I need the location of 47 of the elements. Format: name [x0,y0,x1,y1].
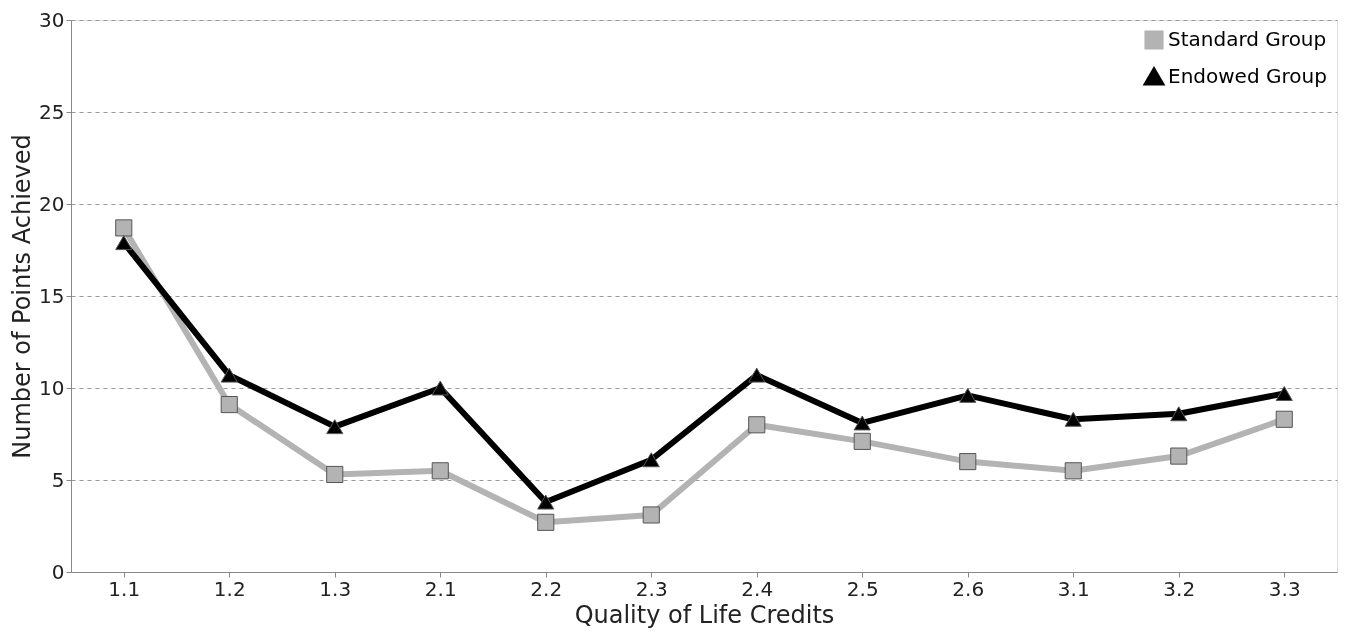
legend-label: Standard Group [1168,27,1327,51]
point [1064,411,1082,427]
y-tick-label: 30 [39,7,65,32]
point [1170,447,1188,465]
point [959,387,977,403]
x-axis-title: Quality of Life Credits [574,600,835,629]
point [326,419,344,435]
x-tick-label: 2.4 [741,576,774,601]
point [220,396,238,414]
x-tick-label: 1.3 [319,576,352,601]
point [1275,386,1293,401]
point [431,380,449,396]
x-tick-label: 2.1 [424,576,457,601]
y-tick-label: 0 [51,559,65,584]
point [959,453,977,471]
y-tick-label: 10 [39,375,65,400]
point [853,432,871,450]
point [642,452,660,468]
point [748,416,766,434]
y-tick-label: 25 [39,99,65,124]
x-tick-label: 3.2 [1163,576,1196,601]
point [748,367,766,383]
point [1275,410,1293,428]
x-tick-label: 2.5 [846,576,879,601]
x-tick-label: 2.6 [952,576,985,601]
point [220,367,238,383]
point [431,462,449,480]
point [642,506,660,524]
point [326,465,344,484]
x-tick-label: 2.2 [530,576,563,601]
y-tick-label: 5 [51,467,65,492]
point [1170,406,1188,422]
point [537,513,555,531]
legend-label: Endowed Group [1168,64,1327,88]
y-tick-label: 20 [39,191,65,216]
point [115,235,133,251]
x-tick-label: 2.3 [635,576,668,601]
y-axis-title: Number of Points Achieved [8,134,37,459]
point [537,494,555,510]
y-tick-label: 15 [39,283,65,308]
x-tick-label: 1.1 [108,576,141,601]
x-tick-label: 1.2 [213,576,246,601]
point [115,219,133,237]
x-tick-label: 3.3 [1268,576,1301,601]
point [1064,462,1082,480]
point [853,415,871,431]
x-tick-label: 3.1 [1057,576,1090,601]
